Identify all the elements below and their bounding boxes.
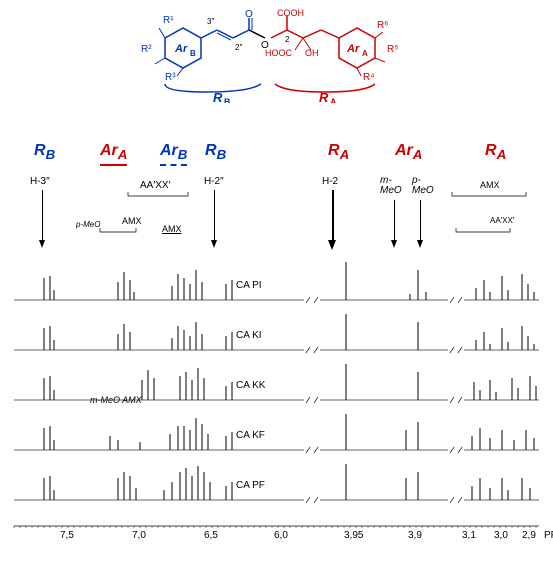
svg-text:A: A bbox=[362, 49, 368, 58]
svg-text:2: 2 bbox=[285, 35, 290, 44]
xtick-label: 7,0 bbox=[132, 530, 146, 541]
xtick-label: 3,0 bbox=[494, 530, 508, 541]
xtick-label: 3,9 bbox=[408, 530, 422, 541]
r3-label: R³ bbox=[165, 72, 176, 83]
svg-text:R: R bbox=[213, 90, 223, 103]
svg-text:HOOC: HOOC bbox=[265, 48, 293, 58]
label-h2: H-2 bbox=[322, 176, 338, 187]
xtick-label: 3,95 bbox=[344, 530, 363, 541]
svg-text:B: B bbox=[224, 97, 231, 103]
hdr-ra: RA bbox=[328, 142, 349, 162]
sample-label: CA KF bbox=[236, 430, 265, 441]
xtick-label: 2,9 bbox=[522, 530, 536, 541]
svg-text:Ar: Ar bbox=[174, 43, 188, 55]
xtick-label: 6,5 bbox=[204, 530, 218, 541]
x-axis: 7,57,06,56,03,953,93,13,02,9PPM bbox=[14, 530, 539, 550]
svg-text:R: R bbox=[319, 90, 329, 103]
svg-text:R⁶: R⁶ bbox=[377, 20, 388, 31]
hdr-rb2: RB bbox=[205, 142, 226, 162]
label-mmeo: m- MeO bbox=[380, 176, 402, 196]
label-amx-l2: AMX bbox=[162, 224, 182, 234]
hdr-ara2: ArA bbox=[395, 142, 422, 162]
label-amx-r: AMX bbox=[480, 180, 500, 190]
r1-label: R¹ bbox=[163, 15, 174, 26]
svg-text:3″: 3″ bbox=[207, 17, 214, 26]
hdr-ara: ArA bbox=[100, 142, 127, 166]
sample-label: CA PI bbox=[236, 280, 262, 291]
label-aaxx-l: AA′XX′ bbox=[140, 180, 170, 191]
label-pmeo-l: p-MeO bbox=[76, 220, 100, 229]
label-mmeo-amx: m-MeO AMX bbox=[90, 395, 142, 405]
svg-text:COOH: COOH bbox=[277, 8, 304, 18]
sample-label: CA KI bbox=[236, 330, 262, 341]
svg-text:Ar: Ar bbox=[346, 43, 360, 55]
chemical-structure: Ar B R¹ R² R³ 3″ 2″ O O 2 COOH HOOC OH A… bbox=[135, 8, 425, 93]
hdr-ra2: RA bbox=[485, 142, 506, 162]
svg-text:O: O bbox=[245, 9, 253, 20]
label-amx-l: AMX bbox=[122, 216, 142, 226]
svg-text:A: A bbox=[330, 97, 337, 103]
xtick-label: 3,1 bbox=[462, 530, 476, 541]
svg-text:2″: 2″ bbox=[235, 43, 242, 52]
label-aaxx-r: AA′XX′ bbox=[490, 216, 514, 225]
sample-label: CA KK bbox=[236, 380, 265, 391]
label-h3pp: H-3″ bbox=[30, 176, 50, 187]
svg-text:R⁴: R⁴ bbox=[363, 72, 375, 83]
label-h2pp: H-2″ bbox=[204, 176, 224, 187]
xtick-label: 6,0 bbox=[274, 530, 288, 541]
hdr-arb: ArB bbox=[160, 142, 187, 166]
hdr-rb: RB bbox=[34, 142, 55, 162]
r2-label: R² bbox=[141, 44, 152, 55]
sample-label: CA PF bbox=[236, 480, 265, 491]
region-headers: RB ArA ArB RB RA ArA RA bbox=[0, 142, 553, 170]
xtick-label: PPM bbox=[544, 530, 553, 541]
label-pmeo-r: p- MeO bbox=[412, 176, 434, 196]
svg-text:OH: OH bbox=[305, 48, 319, 58]
svg-text:B: B bbox=[190, 49, 196, 58]
svg-text:R⁵: R⁵ bbox=[387, 44, 398, 55]
xtick-label: 7,5 bbox=[60, 530, 74, 541]
